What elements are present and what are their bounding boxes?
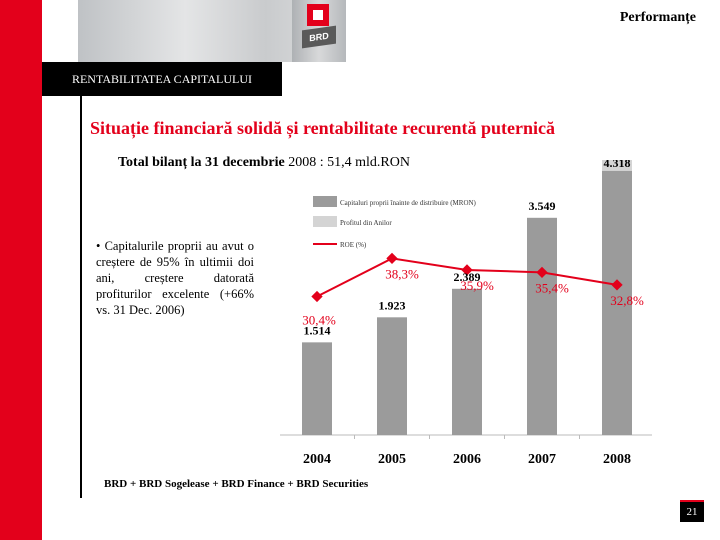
label-equity-2007: 3.549 [529,199,556,213]
chart-bars [302,160,632,435]
header-photo [78,0,346,62]
legend-swatch-profit [313,216,337,227]
brd-logo-text: BRD [302,25,336,49]
roe-point-2004 [311,290,323,303]
chart-labels: 1.51420041.92320052.38920063.54920072264… [302,160,644,467]
bar-equity-2006 [452,288,482,435]
tick-label-2006: 2006 [453,452,481,467]
bar-equity-2005 [377,317,407,435]
legend-label-profit: Profitul din Anilor [340,219,392,227]
bar-equity-2008 [602,170,632,435]
chart-legend: Capitaluri proprii înainte de distribuir… [313,196,477,249]
divider-line [80,96,82,498]
footnote: BRD + BRD Sogelease + BRD Finance + BRD … [104,478,369,490]
page-title: Performanțe [619,10,696,25]
bar-profit-2008 [602,160,632,171]
page-number-accent [680,500,704,503]
label-equity-2008: 4.318 [604,160,631,170]
tick-label-2008: 2008 [603,452,631,467]
brd-logo: BRD [298,4,338,56]
legend-label-roe: ROE (%) [340,241,367,249]
left-red-band [0,0,42,540]
headline: Situație financiară solidă și rentabilit… [90,118,555,138]
legend-swatch-equity [313,196,337,207]
roe-point-2005 [386,252,398,265]
roe-label-2007: 35,4% [535,280,569,295]
chart-axis [280,434,652,439]
section-label: RENTABILITATEA CAPITALULUI [42,62,282,96]
roe-label-2006: 35,9% [460,278,494,293]
roe-label-2004: 30,4% [302,312,336,327]
bar-equity-2007 [527,217,557,435]
total-balance-line: Total bilanț la 31 decembrie 2008 : 51,4… [118,155,410,171]
bar-equity-2004 [302,342,332,435]
tick-label-2005: 2005 [378,452,406,467]
legend-label-equity: Capitaluri proprii înainte de distribuir… [340,199,477,207]
label-equity-2004: 1.514 [304,323,331,337]
equity-roe-chart: Capitaluri proprii înainte de distribuir… [280,160,652,467]
tick-label-2007: 2007 [528,452,556,467]
total-balance-value: 2008 : 51,4 mld.RON [288,155,410,170]
equity-bullet: • Capitalurile proprii au avut o creșter… [96,239,254,317]
roe-label-2008: 32,8% [610,293,644,308]
tick-label-2004: 2004 [303,452,331,467]
label-equity-2005: 1.923 [379,298,406,312]
roe-label-2005: 38,3% [385,266,419,281]
total-balance-label: Total bilanț la 31 decembrie [118,155,285,170]
label-equity-2006: 2.389 [454,270,481,284]
page-number: 21 [680,502,704,522]
